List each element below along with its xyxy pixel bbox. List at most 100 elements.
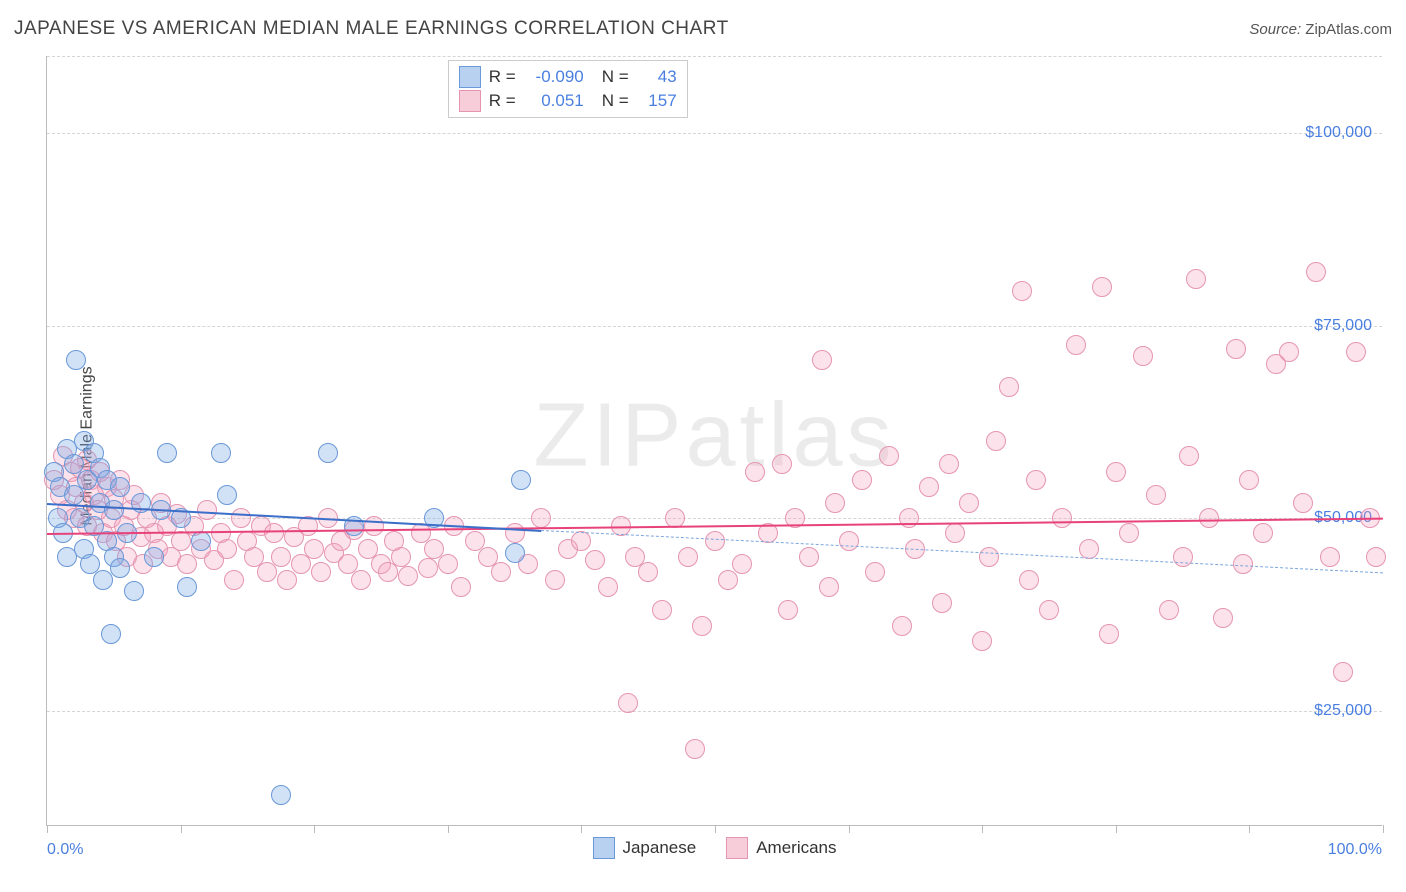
scatter-point bbox=[531, 508, 551, 528]
scatter-point bbox=[491, 562, 511, 582]
legend-r-value: 0.051 bbox=[524, 89, 584, 113]
gridline-h bbox=[47, 326, 1382, 327]
scatter-point bbox=[1186, 269, 1206, 289]
scatter-point bbox=[1199, 508, 1219, 528]
scatter-point bbox=[1239, 470, 1259, 490]
scatter-point bbox=[825, 493, 845, 513]
scatter-point bbox=[986, 431, 1006, 451]
x-tick bbox=[982, 825, 983, 833]
scatter-point bbox=[772, 454, 792, 474]
scatter-point bbox=[685, 739, 705, 759]
scatter-point bbox=[638, 562, 658, 582]
scatter-point bbox=[999, 377, 1019, 397]
scatter-point bbox=[451, 577, 471, 597]
scatter-point bbox=[1119, 523, 1139, 543]
chart-title: JAPANESE VS AMERICAN MEDIAN MALE EARNING… bbox=[14, 18, 729, 40]
scatter-point bbox=[224, 570, 244, 590]
scatter-point bbox=[865, 562, 885, 582]
scatter-point bbox=[892, 616, 912, 636]
scatter-point bbox=[197, 500, 217, 520]
scatter-point bbox=[839, 531, 859, 551]
scatter-point bbox=[351, 570, 371, 590]
scatter-point bbox=[705, 531, 725, 551]
scatter-point bbox=[66, 350, 86, 370]
x-tick bbox=[715, 825, 716, 833]
scatter-point bbox=[1026, 470, 1046, 490]
gridline-h bbox=[47, 711, 1382, 712]
scatter-point bbox=[391, 547, 411, 567]
scatter-point bbox=[745, 462, 765, 482]
scatter-point bbox=[191, 531, 211, 551]
series-legend-item: Americans bbox=[726, 837, 836, 859]
legend-n-label: N = bbox=[602, 65, 629, 89]
scatter-point bbox=[1099, 624, 1119, 644]
legend-r-label: R = bbox=[489, 65, 516, 89]
x-tick bbox=[1249, 825, 1250, 833]
scatter-point bbox=[919, 477, 939, 497]
scatter-point bbox=[144, 547, 164, 567]
scatter-point bbox=[652, 600, 672, 620]
scatter-point bbox=[304, 539, 324, 559]
scatter-point bbox=[124, 581, 144, 601]
correlation-legend-row: R =0.051N =157 bbox=[459, 89, 677, 113]
scatter-point bbox=[217, 485, 237, 505]
series-legend-label: Japanese bbox=[622, 838, 696, 858]
scatter-point bbox=[101, 624, 121, 644]
gridline-h bbox=[47, 56, 1382, 57]
scatter-point bbox=[585, 550, 605, 570]
y-tick-label: $25,000 bbox=[1314, 702, 1372, 720]
source-label: Source: bbox=[1249, 21, 1301, 38]
scatter-point bbox=[211, 443, 231, 463]
scatter-point bbox=[618, 693, 638, 713]
scatter-point bbox=[438, 554, 458, 574]
legend-swatch bbox=[459, 66, 481, 88]
scatter-point bbox=[1106, 462, 1126, 482]
scatter-point bbox=[945, 523, 965, 543]
scatter-point bbox=[418, 558, 438, 578]
scatter-point bbox=[505, 543, 525, 563]
scatter-point bbox=[110, 558, 130, 578]
scatter-point bbox=[231, 508, 251, 528]
scatter-point bbox=[939, 454, 959, 474]
legend-n-value: 157 bbox=[637, 89, 677, 113]
scatter-point bbox=[1226, 339, 1246, 359]
scatter-point bbox=[1079, 539, 1099, 559]
scatter-point bbox=[819, 577, 839, 597]
scatter-point bbox=[732, 554, 752, 574]
scatter-point bbox=[1333, 662, 1353, 682]
scatter-point bbox=[1159, 600, 1179, 620]
x-axis-label-left: 0.0% bbox=[47, 841, 83, 859]
watermark: ZIPatlas bbox=[533, 384, 895, 487]
y-tick-label: $75,000 bbox=[1314, 317, 1372, 335]
x-tick bbox=[47, 825, 48, 833]
scatter-point bbox=[511, 470, 531, 490]
scatter-point bbox=[1320, 547, 1340, 567]
legend-r-value: -0.090 bbox=[524, 65, 584, 89]
x-tick bbox=[1383, 825, 1384, 833]
x-axis-label-right: 100.0% bbox=[1328, 841, 1382, 859]
scatter-point bbox=[1039, 600, 1059, 620]
scatter-point bbox=[812, 350, 832, 370]
legend-n-label: N = bbox=[602, 89, 629, 113]
scatter-point bbox=[1052, 508, 1072, 528]
scatter-point bbox=[104, 500, 124, 520]
scatter-point bbox=[1279, 342, 1299, 362]
scatter-point bbox=[1146, 485, 1166, 505]
x-tick bbox=[581, 825, 582, 833]
scatter-point bbox=[1293, 493, 1313, 513]
scatter-point bbox=[571, 531, 591, 551]
scatter-point bbox=[311, 562, 331, 582]
scatter-point bbox=[264, 523, 284, 543]
x-tick bbox=[181, 825, 182, 833]
source-credit: Source: ZipAtlas.com bbox=[1249, 21, 1392, 38]
scatter-point bbox=[1066, 335, 1086, 355]
scatter-point bbox=[959, 493, 979, 513]
x-tick bbox=[849, 825, 850, 833]
scatter-point bbox=[852, 470, 872, 490]
scatter-point bbox=[799, 547, 819, 567]
scatter-point bbox=[932, 593, 952, 613]
scatter-point bbox=[879, 446, 899, 466]
scatter-point bbox=[545, 570, 565, 590]
y-tick-label: $100,000 bbox=[1305, 124, 1372, 142]
scatter-point bbox=[110, 477, 130, 497]
